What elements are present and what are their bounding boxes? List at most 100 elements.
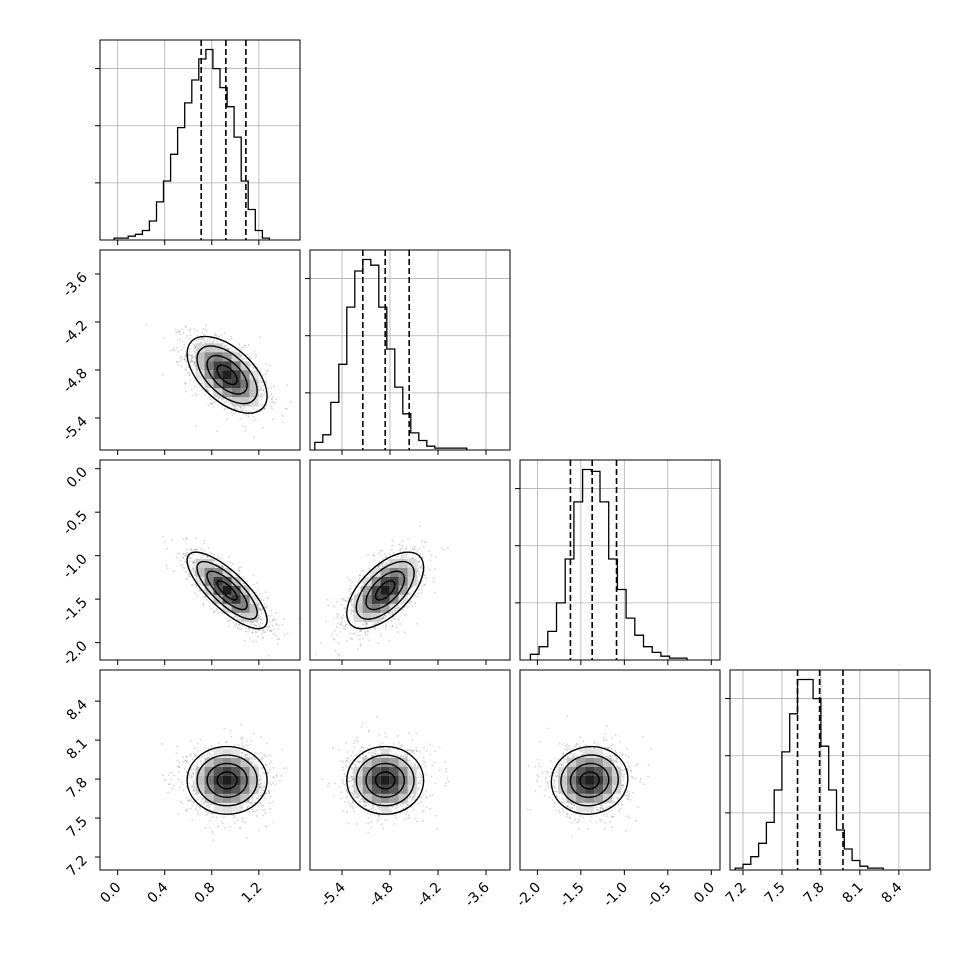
scatter-point xyxy=(195,340,197,342)
scatter-point xyxy=(241,583,243,585)
scatter-point xyxy=(337,623,339,625)
y-tick-label: -3.6 xyxy=(60,269,91,300)
scatter-point xyxy=(186,335,188,337)
scatter-point xyxy=(253,366,255,368)
scatter-point xyxy=(265,591,267,593)
scatter-point xyxy=(265,370,267,372)
scatter-point xyxy=(220,397,222,399)
scatter-point xyxy=(252,799,254,801)
scatter-point xyxy=(185,553,187,555)
scatter-point xyxy=(205,329,207,331)
scatter-point xyxy=(189,348,191,350)
scatter-point xyxy=(244,822,246,824)
scatter-point xyxy=(271,393,273,395)
scatter-point xyxy=(210,338,212,340)
scatter-point xyxy=(183,538,185,540)
scatter-point xyxy=(229,403,231,405)
scatter-point xyxy=(198,338,200,340)
scatter-point xyxy=(260,619,262,621)
scatter-point xyxy=(382,563,384,565)
scatter-point xyxy=(198,814,200,816)
scatter-point xyxy=(271,614,273,616)
scatter-point xyxy=(240,628,242,630)
scatter-point xyxy=(393,618,395,620)
scatter-point xyxy=(261,381,263,383)
density-cell xyxy=(205,343,214,352)
scatter-point xyxy=(174,350,176,352)
scatter-point xyxy=(405,548,407,550)
scatter-point xyxy=(266,607,268,609)
scatter-point xyxy=(250,623,252,625)
scatter-point xyxy=(195,425,197,427)
scatter-point xyxy=(193,559,195,561)
scatter-point xyxy=(262,427,264,429)
scatter-point xyxy=(245,628,247,630)
scatter-point xyxy=(196,594,198,596)
scatter-point xyxy=(194,592,196,594)
scatter-point xyxy=(266,825,268,827)
scatter-point xyxy=(406,554,408,556)
y-tick-label: -4.8 xyxy=(60,366,91,397)
scatter-point xyxy=(339,655,341,657)
scatter-point xyxy=(209,602,211,604)
scatter-point xyxy=(265,373,267,375)
scatter-point xyxy=(327,599,329,601)
scatter-point xyxy=(417,570,419,572)
scatter-point xyxy=(262,385,264,387)
scatter-point xyxy=(244,640,246,642)
scatter-point xyxy=(201,557,203,559)
scatter-point xyxy=(334,650,336,652)
scatter-point xyxy=(184,369,186,371)
scatter-point xyxy=(342,598,344,600)
scatter-point xyxy=(261,613,263,615)
scatter-point xyxy=(228,626,230,628)
scatter-point xyxy=(184,555,186,557)
scatter-point xyxy=(230,336,232,338)
density-cell xyxy=(408,568,417,577)
scatter-point xyxy=(234,412,236,414)
scatter-point xyxy=(214,333,216,335)
scatter-point xyxy=(173,570,175,572)
scatter-point xyxy=(242,410,244,412)
scatter-point xyxy=(360,643,362,645)
scatter-point xyxy=(181,349,183,351)
scatter-point xyxy=(179,334,181,336)
scatter-point xyxy=(176,347,178,349)
scatter-point xyxy=(357,648,359,650)
scatter-point xyxy=(202,332,204,334)
scatter-point xyxy=(223,816,225,818)
scatter-point xyxy=(325,621,327,623)
scatter-point xyxy=(268,626,270,628)
scatter-point xyxy=(347,577,349,579)
scatter-point xyxy=(175,329,177,331)
scatter-point xyxy=(393,552,395,554)
scatter-point xyxy=(386,563,388,565)
scatter-point xyxy=(210,403,212,405)
scatter-point xyxy=(347,600,349,602)
scatter-point xyxy=(410,600,412,602)
scatter-point xyxy=(204,341,206,343)
scatter-point xyxy=(231,412,233,414)
scatter-point xyxy=(231,736,233,738)
scatter-point xyxy=(216,335,218,337)
scatter-point xyxy=(195,393,197,395)
scatter-point xyxy=(248,415,250,417)
density-cell xyxy=(354,604,363,613)
scatter-point xyxy=(196,330,198,332)
scatter-point xyxy=(360,645,362,647)
scatter-point xyxy=(224,332,226,334)
scatter-point xyxy=(278,625,280,627)
density-cell xyxy=(241,379,250,388)
scatter-point xyxy=(192,584,194,586)
scatter-point xyxy=(182,341,184,343)
scatter-point xyxy=(336,626,338,628)
scatter-point xyxy=(260,736,262,738)
scatter-point xyxy=(350,601,352,603)
scatter-point xyxy=(185,578,187,580)
scatter-point xyxy=(253,436,255,438)
scatter-point xyxy=(340,623,342,625)
scatter-point xyxy=(223,728,225,730)
scatter-point xyxy=(401,545,403,547)
scatter-point xyxy=(380,633,382,635)
